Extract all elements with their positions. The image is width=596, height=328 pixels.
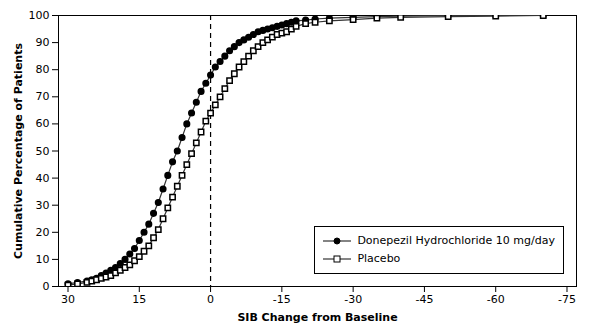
html-text:Placebo: Placebo	[357, 252, 401, 265]
svg-text:60: 60	[36, 117, 50, 130]
svg-text:Cumulative Percentage of Patie: Cumulative Percentage of Patients	[12, 43, 25, 259]
svg-text:-75: -75	[558, 293, 576, 306]
svg-text:-30: -30	[344, 293, 362, 306]
svg-text:100: 100	[29, 9, 50, 22]
svg-text:40: 40	[36, 172, 50, 185]
svg-text:0: 0	[207, 293, 214, 306]
svg-text:15: 15	[132, 293, 146, 306]
svg-text:-15: -15	[273, 293, 291, 306]
svg-text:-60: -60	[487, 293, 505, 306]
svg-text:20: 20	[36, 226, 50, 239]
svg-text:70: 70	[36, 90, 50, 103]
svg-text:90: 90	[36, 36, 50, 49]
svg-text:10: 10	[36, 253, 50, 266]
svg-text:SIB Change from Baseline: SIB Change from Baseline	[237, 311, 397, 324]
html-text:Donepezil Hydrochloride 10 mg/: Donepezil Hydrochloride 10 mg/day	[357, 234, 555, 247]
svg-text:0: 0	[43, 280, 50, 293]
svg-text:-45: -45	[415, 293, 433, 306]
svg-text:30: 30	[36, 199, 50, 212]
svg-text:80: 80	[36, 63, 50, 76]
svg-text:30: 30	[61, 293, 75, 306]
svg-text:50: 50	[36, 145, 50, 158]
